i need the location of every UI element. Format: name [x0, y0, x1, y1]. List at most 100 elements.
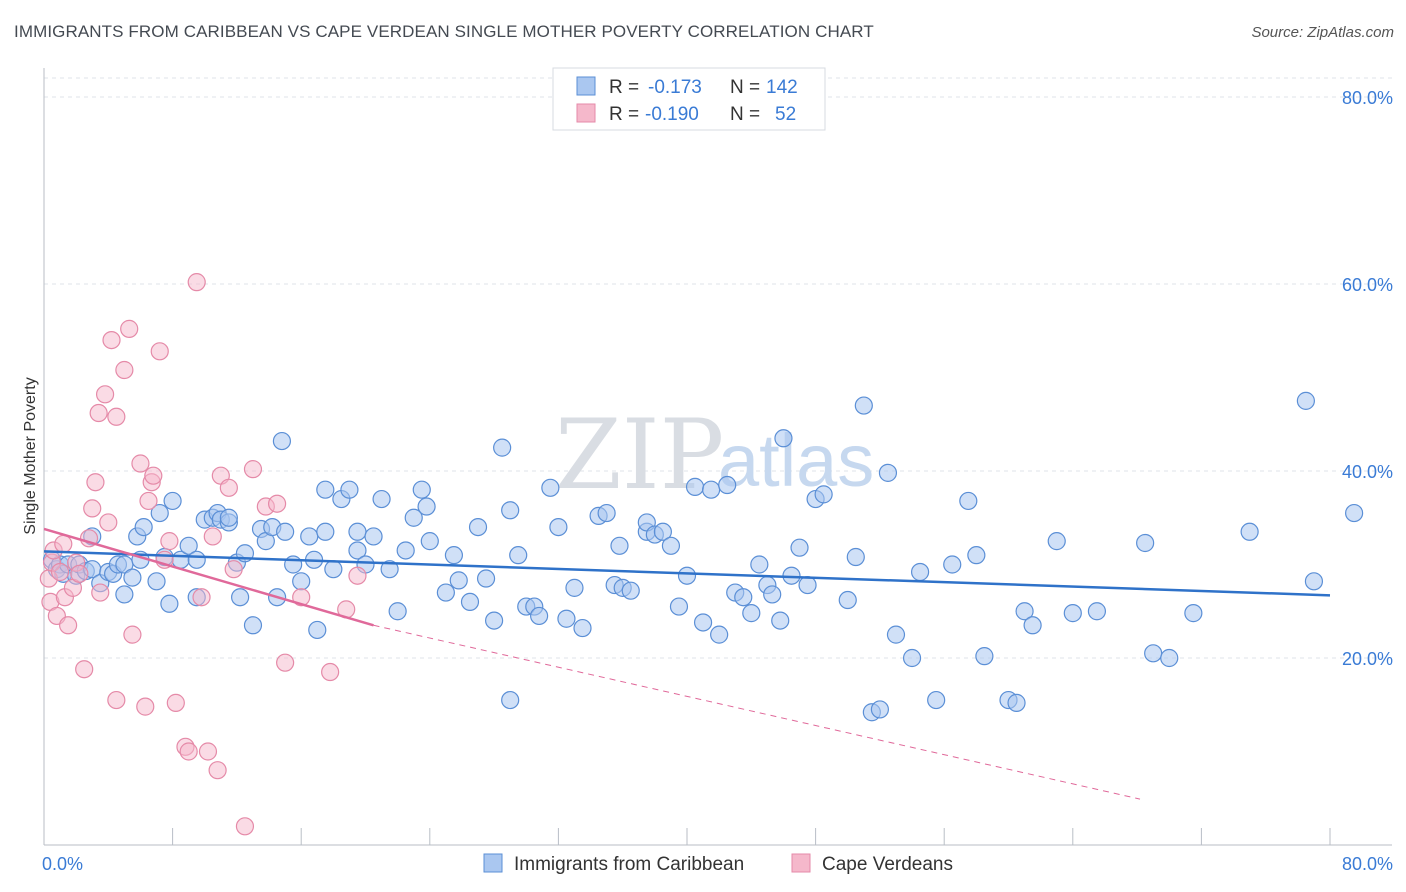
legend-r-label-1: R =	[609, 77, 639, 98]
chart-title: IMMIGRANTS FROM CARIBBEAN VS CAPE VERDEA…	[14, 22, 874, 41]
stats-legend: R = -0.173 N = 142 R = -0.190 N = 52	[552, 67, 826, 131]
point-caribbean	[300, 527, 319, 546]
point-capeverdean	[160, 532, 179, 551]
point-caribbean	[160, 594, 179, 613]
point-caribbean	[272, 431, 292, 451]
point-caribbean	[1184, 604, 1203, 623]
point-caribbean	[718, 475, 737, 495]
point-caribbean	[276, 522, 295, 541]
point-caribbean	[734, 588, 753, 607]
point-caribbean	[565, 578, 584, 597]
point-caribbean	[541, 478, 560, 497]
point-capeverdean	[139, 491, 158, 511]
trend-line-capeverdean-extension	[373, 624, 1141, 800]
point-capeverdean	[150, 342, 169, 361]
point-capeverdean	[235, 817, 255, 836]
point-caribbean	[1047, 532, 1066, 551]
point-caribbean	[693, 613, 713, 632]
watermark-atlas: atlas	[718, 419, 874, 502]
point-caribbean	[219, 508, 238, 527]
point-capeverdean	[54, 534, 73, 554]
point-capeverdean	[83, 499, 102, 518]
point-caribbean	[449, 571, 468, 590]
y-tick-label: 40.0%	[1342, 462, 1393, 482]
point-capeverdean	[91, 583, 110, 602]
point-caribbean	[1136, 533, 1155, 553]
legend-r-value-2: -0.190	[645, 104, 699, 125]
point-capeverdean	[321, 662, 340, 682]
legend-r-label-2: R =	[609, 104, 639, 125]
point-caribbean	[530, 606, 549, 626]
y-tick-label: 20.0%	[1342, 649, 1393, 669]
point-capeverdean	[208, 761, 227, 780]
point-caribbean	[404, 508, 423, 527]
point-caribbean	[372, 489, 391, 509]
point-caribbean	[763, 585, 782, 604]
bottom-legend-label-caribbean: Immigrants from Caribbean	[514, 854, 744, 875]
bottom-legend: Immigrants from Caribbean Cape Verdeans	[483, 853, 953, 875]
point-capeverdean	[115, 360, 134, 380]
point-capeverdean	[136, 697, 155, 716]
series-caribbean-points	[42, 391, 1364, 722]
point-caribbean	[1023, 616, 1042, 635]
point-capeverdean	[219, 478, 238, 497]
point-capeverdean	[224, 560, 243, 579]
point-capeverdean	[89, 403, 108, 423]
point-capeverdean	[107, 407, 126, 426]
point-caribbean	[927, 690, 946, 710]
legend-swatch-capeverdean	[576, 103, 596, 123]
point-caribbean	[774, 429, 793, 448]
point-caribbean	[340, 480, 359, 499]
point-caribbean	[1304, 572, 1324, 591]
point-capeverdean	[144, 466, 163, 485]
axes	[43, 68, 1392, 846]
point-caribbean	[878, 463, 898, 482]
point-capeverdean	[187, 273, 206, 292]
point-caribbean	[685, 477, 705, 496]
legend-n-label-2: N =	[730, 104, 760, 125]
point-capeverdean	[276, 653, 295, 672]
y-axis-title: Single Mother Poverty	[22, 377, 39, 534]
point-capeverdean	[59, 616, 78, 635]
point-caribbean	[1087, 602, 1107, 621]
point-caribbean	[967, 546, 986, 565]
point-caribbean	[750, 555, 769, 574]
point-caribbean	[412, 480, 431, 499]
point-caribbean	[790, 538, 809, 557]
point-caribbean	[846, 547, 865, 567]
point-caribbean	[324, 560, 343, 579]
point-caribbean	[975, 647, 994, 666]
point-caribbean	[677, 566, 697, 585]
point-caribbean	[943, 555, 962, 574]
point-caribbean	[417, 497, 436, 516]
point-caribbean	[380, 560, 399, 579]
point-caribbean	[163, 491, 182, 511]
point-capeverdean	[348, 566, 367, 585]
point-caribbean	[292, 572, 311, 591]
point-caribbean	[814, 485, 833, 504]
legend-n-value-1: 142	[766, 77, 798, 98]
point-capeverdean	[243, 460, 263, 479]
point-caribbean	[1160, 648, 1179, 668]
point-caribbean	[1240, 522, 1259, 541]
point-caribbean	[187, 550, 206, 569]
trend-lines	[43, 527, 1331, 800]
point-caribbean	[710, 625, 729, 644]
point-caribbean	[771, 611, 790, 630]
y-tick-label: 80.0%	[1342, 88, 1393, 108]
point-caribbean	[444, 546, 464, 565]
bottom-legend-swatch-capeverdean	[791, 853, 811, 873]
point-caribbean	[316, 522, 335, 541]
point-caribbean	[1296, 391, 1315, 410]
point-caribbean	[147, 572, 166, 591]
point-caribbean	[557, 609, 576, 628]
point-caribbean	[115, 585, 134, 604]
point-caribbean	[316, 480, 335, 499]
point-caribbean	[150, 503, 169, 523]
point-caribbean	[653, 522, 672, 541]
point-caribbean	[742, 604, 761, 623]
point-capeverdean	[131, 454, 150, 473]
point-caribbean	[134, 517, 153, 537]
point-capeverdean	[267, 494, 287, 513]
point-caribbean	[838, 590, 857, 610]
